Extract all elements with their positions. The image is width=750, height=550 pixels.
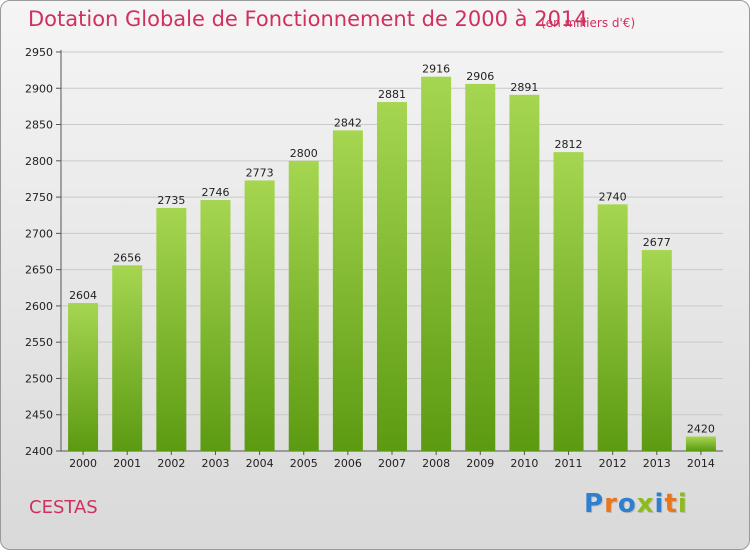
data-label-2014: 2420 [687, 422, 715, 435]
x-tick-label-2013: 2013 [643, 457, 671, 470]
bar-2009 [465, 83, 496, 452]
y-tick-label: 2900 [25, 82, 53, 95]
y-tick-label: 2500 [25, 372, 53, 385]
data-label-2012: 2740 [599, 190, 627, 203]
x-tick-label-2009: 2009 [466, 457, 494, 470]
unit-label: (en milliers d'€) [541, 16, 636, 30]
bar-2002 [156, 207, 187, 451]
bar-2010 [509, 94, 540, 451]
y-tick-label: 2550 [25, 336, 53, 349]
logo-letter: t [664, 489, 678, 519]
x-tick-label-2010: 2010 [510, 457, 538, 470]
y-tick-labels: 2400 2450 2500 2550 2600 2650 2700 2750 2800 2850… [25, 46, 53, 458]
logo-letter: o [617, 489, 637, 519]
bar-2003 [200, 199, 231, 451]
x-tick-label-2004: 2004 [246, 457, 274, 470]
x-tick-label-2008: 2008 [422, 457, 450, 470]
data-label-2002: 2735 [157, 194, 185, 207]
bar-2007 [377, 102, 407, 451]
data-label-2005: 2800 [290, 147, 318, 160]
y-tick-label: 2450 [25, 409, 53, 422]
x-tick-label-2000: 2000 [69, 457, 97, 470]
bars [68, 76, 716, 452]
bar-2012 [597, 204, 628, 451]
x-tick-label-2014: 2014 [687, 457, 715, 470]
y-tick-label: 2650 [25, 264, 53, 277]
y-tick-label: 2750 [25, 191, 53, 204]
y-tick-label: 2400 [25, 445, 53, 458]
bar-2005 [288, 160, 319, 451]
bar-2011 [553, 152, 584, 451]
x-tick-label-2007: 2007 [378, 457, 406, 470]
bar-2001 [112, 265, 143, 451]
x-tick-label-2003: 2003 [201, 457, 229, 470]
x-tick-labels: 2000 2001 2002 2003 2004 2005 2006 2007 2008 2009… [69, 451, 715, 470]
x-tick-label-2006: 2006 [334, 457, 362, 470]
logo-letter: i [677, 489, 688, 519]
y-tick-label: 2800 [25, 155, 53, 168]
y-tick-label: 2600 [25, 300, 53, 313]
x-tick-label-2005: 2005 [290, 457, 318, 470]
bar-2006 [332, 130, 363, 451]
chart-title: Dotation Globale de Fonctionnement de 20… [28, 7, 588, 31]
commune-name: CESTAS [29, 497, 98, 518]
logo-letter: P [584, 489, 605, 519]
bar-2014 [685, 436, 716, 451]
bar-2013 [641, 250, 672, 451]
data-label-2013: 2677 [643, 236, 671, 249]
data-label-2003: 2746 [201, 186, 229, 199]
data-labels: 2604 2656 2735 2746 2773 2800 2842 2881 2916 2906… [69, 63, 715, 436]
logo-letter: x [636, 489, 655, 519]
x-tick-label-2002: 2002 [157, 457, 185, 470]
data-label-2004: 2773 [246, 166, 274, 179]
data-label-2011: 2812 [555, 138, 583, 151]
logo-letter: i [654, 489, 665, 519]
data-label-2009: 2906 [466, 70, 494, 83]
data-label-2001: 2656 [113, 251, 141, 264]
y-tick-label: 2950 [25, 46, 53, 59]
data-label-2006: 2842 [334, 116, 362, 129]
data-label-2010: 2891 [510, 81, 538, 94]
data-label-2007: 2881 [378, 88, 406, 101]
x-tick-label-2001: 2001 [113, 457, 141, 470]
x-tick-label-2011: 2011 [555, 457, 583, 470]
data-label-2000: 2604 [69, 289, 97, 302]
y-tick-label: 2850 [25, 119, 53, 132]
x-tick-label-2012: 2012 [599, 457, 627, 470]
y-tick-label: 2700 [25, 227, 53, 240]
data-label-2008: 2916 [422, 63, 450, 76]
logo-letter: r [604, 489, 618, 519]
bar-2004 [244, 180, 275, 451]
proxiti-logo[interactable]: Proxiti [584, 489, 688, 519]
bar-2000 [68, 303, 99, 451]
bar-2008 [421, 76, 452, 451]
